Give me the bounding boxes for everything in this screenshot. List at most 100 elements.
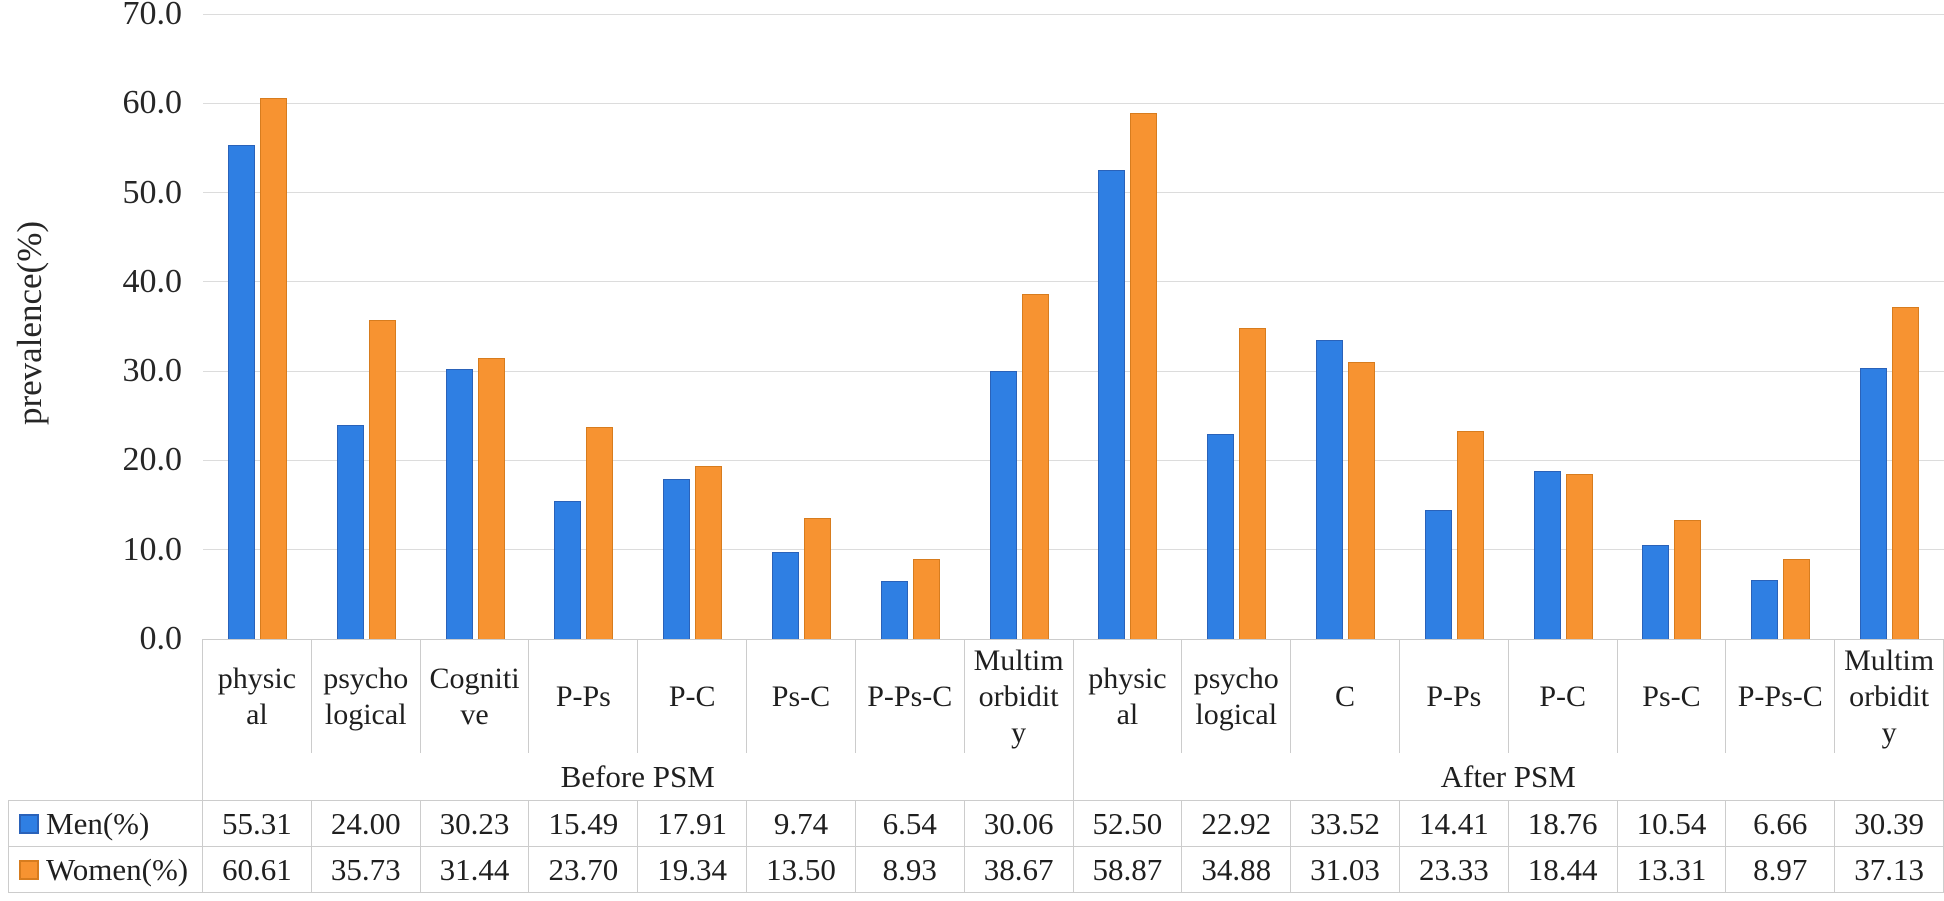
bar-women	[1239, 328, 1267, 639]
value-cell: 13.31	[1617, 846, 1727, 893]
bar-group	[1618, 0, 1727, 639]
category-header-line: orbidit	[1849, 679, 1930, 713]
value-cell: 31.44	[420, 846, 530, 893]
category-header-line: P-Ps-C	[1737, 679, 1823, 713]
bar-group	[421, 0, 530, 639]
bar-group	[1074, 0, 1183, 639]
category-header-line: P-Ps	[555, 679, 611, 713]
data-table: physic al psycho logical Cogniti ve P-Ps P-C Ps-…	[8, 639, 1944, 893]
group-label-before-psm: Before PSM	[203, 753, 1074, 800]
category-header-cell: Multim orbidit y	[1835, 639, 1944, 753]
category-header-cell: P-Ps	[1399, 639, 1509, 753]
category-header-line: P-C	[668, 679, 716, 713]
category-header-line: Multim	[1844, 643, 1935, 677]
value-cell: 9.74	[747, 800, 856, 846]
value-cell: 19.34	[638, 846, 748, 893]
category-header-line: al	[246, 697, 268, 731]
bar-women	[1783, 559, 1811, 639]
bar-men	[1533, 471, 1561, 639]
category-header-line: Multim	[973, 643, 1064, 677]
category-header-cell: P-Ps-C	[1726, 639, 1836, 753]
y-tick-label: 20.0	[122, 441, 183, 479]
value-cell: 31.03	[1291, 846, 1400, 893]
category-header-line: logical	[324, 697, 407, 731]
category-header-line: y	[1011, 715, 1027, 749]
category-header-cell: P-Ps-C	[855, 639, 965, 753]
series-row-label: Women(%)	[8, 846, 203, 893]
category-header-cell: C	[1291, 639, 1400, 753]
table-corner-cell	[8, 753, 203, 800]
category-header-line: physic	[1088, 661, 1167, 695]
value-cell: 52.50	[1073, 800, 1183, 846]
value-cell: 37.13	[1835, 846, 1944, 893]
value-cell: 38.67	[964, 846, 1074, 893]
value-cell: 24.00	[311, 800, 421, 846]
value-cell: 22.92	[1182, 800, 1292, 846]
bar-group	[312, 0, 421, 639]
bar-men	[880, 581, 908, 639]
bar-women	[1674, 520, 1702, 639]
value-cell: 8.93	[855, 846, 965, 893]
value-cell: 18.44	[1508, 846, 1618, 893]
y-tick-label: 40.0	[122, 262, 183, 300]
y-axis-title: prevalence(%)	[10, 220, 49, 426]
category-header-line: y	[1881, 715, 1897, 749]
bar-men	[336, 425, 364, 639]
category-header-line: ve	[460, 697, 489, 731]
bar-group	[203, 0, 312, 639]
legend-swatch	[19, 813, 39, 834]
gridline	[203, 549, 1944, 551]
bar-women	[586, 427, 614, 639]
bar-group	[1726, 0, 1835, 639]
category-header-line: orbidit	[978, 679, 1059, 713]
category-header-line: logical	[1195, 697, 1278, 731]
category-header-line: psycho	[1193, 661, 1279, 695]
bar-group	[856, 0, 965, 639]
bar-men	[1424, 510, 1452, 639]
table-corner-cell	[8, 639, 203, 753]
value-cell: 13.50	[747, 846, 856, 893]
bar-group	[1291, 0, 1400, 639]
value-cell: 34.88	[1182, 846, 1292, 893]
category-header-line: psycho	[323, 661, 409, 695]
legend-swatch	[19, 859, 39, 880]
bar-men	[1860, 368, 1888, 639]
category-header-cell: P-C	[1508, 639, 1618, 753]
category-header-line: P-C	[1539, 679, 1586, 713]
y-tick-label: 70.0	[122, 0, 183, 32]
series-name-label: Women(%)	[46, 851, 189, 887]
bar-women	[1021, 294, 1049, 639]
category-header-line: Cogniti	[429, 661, 520, 695]
value-cell: 17.91	[638, 800, 748, 846]
bar-men	[445, 369, 473, 639]
category-header-line: al	[1116, 697, 1139, 731]
bar-men	[1751, 580, 1779, 639]
bar-women	[477, 358, 505, 639]
value-cell: 30.23	[420, 800, 530, 846]
bar-men	[663, 479, 691, 639]
bar-men	[1098, 170, 1126, 639]
bar-women	[695, 466, 723, 639]
bar-women	[368, 320, 396, 639]
category-header-cell: psycho logical	[1182, 639, 1292, 753]
y-tick-label: 0.0	[139, 620, 183, 657]
gridline	[203, 370, 1944, 372]
series-row-label: Men(%)	[8, 800, 203, 846]
value-cell: 30.06	[964, 800, 1074, 846]
category-header-cell: Ps-C	[747, 639, 856, 753]
gridline	[203, 192, 1944, 194]
category-header-cell: Cogniti ve	[420, 639, 530, 753]
value-cell: 23.33	[1399, 846, 1509, 893]
gridline	[203, 13, 1944, 15]
category-header-cell: Ps-C	[1617, 639, 1727, 753]
category-header-line: physic	[217, 661, 297, 695]
bar-group	[1835, 0, 1944, 639]
category-header-cell: P-C	[638, 639, 748, 753]
value-cell: 35.73	[311, 846, 421, 893]
y-tick-label: 50.0	[122, 173, 183, 211]
bar-men	[1642, 545, 1670, 639]
bar-women	[803, 518, 831, 639]
bar-women	[1565, 474, 1593, 639]
value-cell: 6.54	[855, 800, 965, 846]
bar-group	[529, 0, 638, 639]
